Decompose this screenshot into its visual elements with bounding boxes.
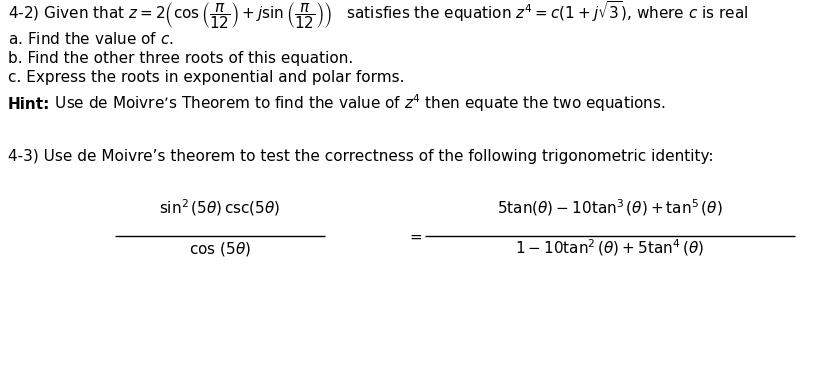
Text: $\cos\,(5\theta)$: $\cos\,(5\theta)$ bbox=[189, 241, 251, 258]
Text: 4-2) Given that $z = 2\left(\cos\left(\dfrac{\pi}{12}\right) + j\sin\left(\dfrac: 4-2) Given that $z = 2\left(\cos\left(\d… bbox=[8, 0, 748, 31]
Text: $\sin^2(5\theta)\,\csc(5\theta)$: $\sin^2(5\theta)\,\csc(5\theta)$ bbox=[159, 198, 280, 219]
Text: 4-3) Use de Moivre’s theorem to test the correctness of the following trigonomet: 4-3) Use de Moivre’s theorem to test the… bbox=[8, 149, 713, 164]
Text: $=$: $=$ bbox=[406, 229, 423, 243]
Text: c. Express the roots in exponential and polar forms.: c. Express the roots in exponential and … bbox=[8, 70, 404, 85]
Text: Use de Moivre’s Theorem to find the value of $z^4$ then equate the two equations: Use de Moivre’s Theorem to find the valu… bbox=[50, 92, 665, 114]
Text: Hint:: Hint: bbox=[8, 97, 50, 112]
Text: b. Find the other three roots of this equation.: b. Find the other three roots of this eq… bbox=[8, 51, 353, 66]
Text: a. Find the value of $c$.: a. Find the value of $c$. bbox=[8, 31, 174, 47]
Text: $1 - 10\tan^2(\theta) + 5\tan^4(\theta)$: $1 - 10\tan^2(\theta) + 5\tan^4(\theta)$ bbox=[515, 238, 704, 258]
Text: $5\tan(\theta) - 10\tan^3(\theta) + \tan^5(\theta)$: $5\tan(\theta) - 10\tan^3(\theta) + \tan… bbox=[496, 198, 722, 219]
